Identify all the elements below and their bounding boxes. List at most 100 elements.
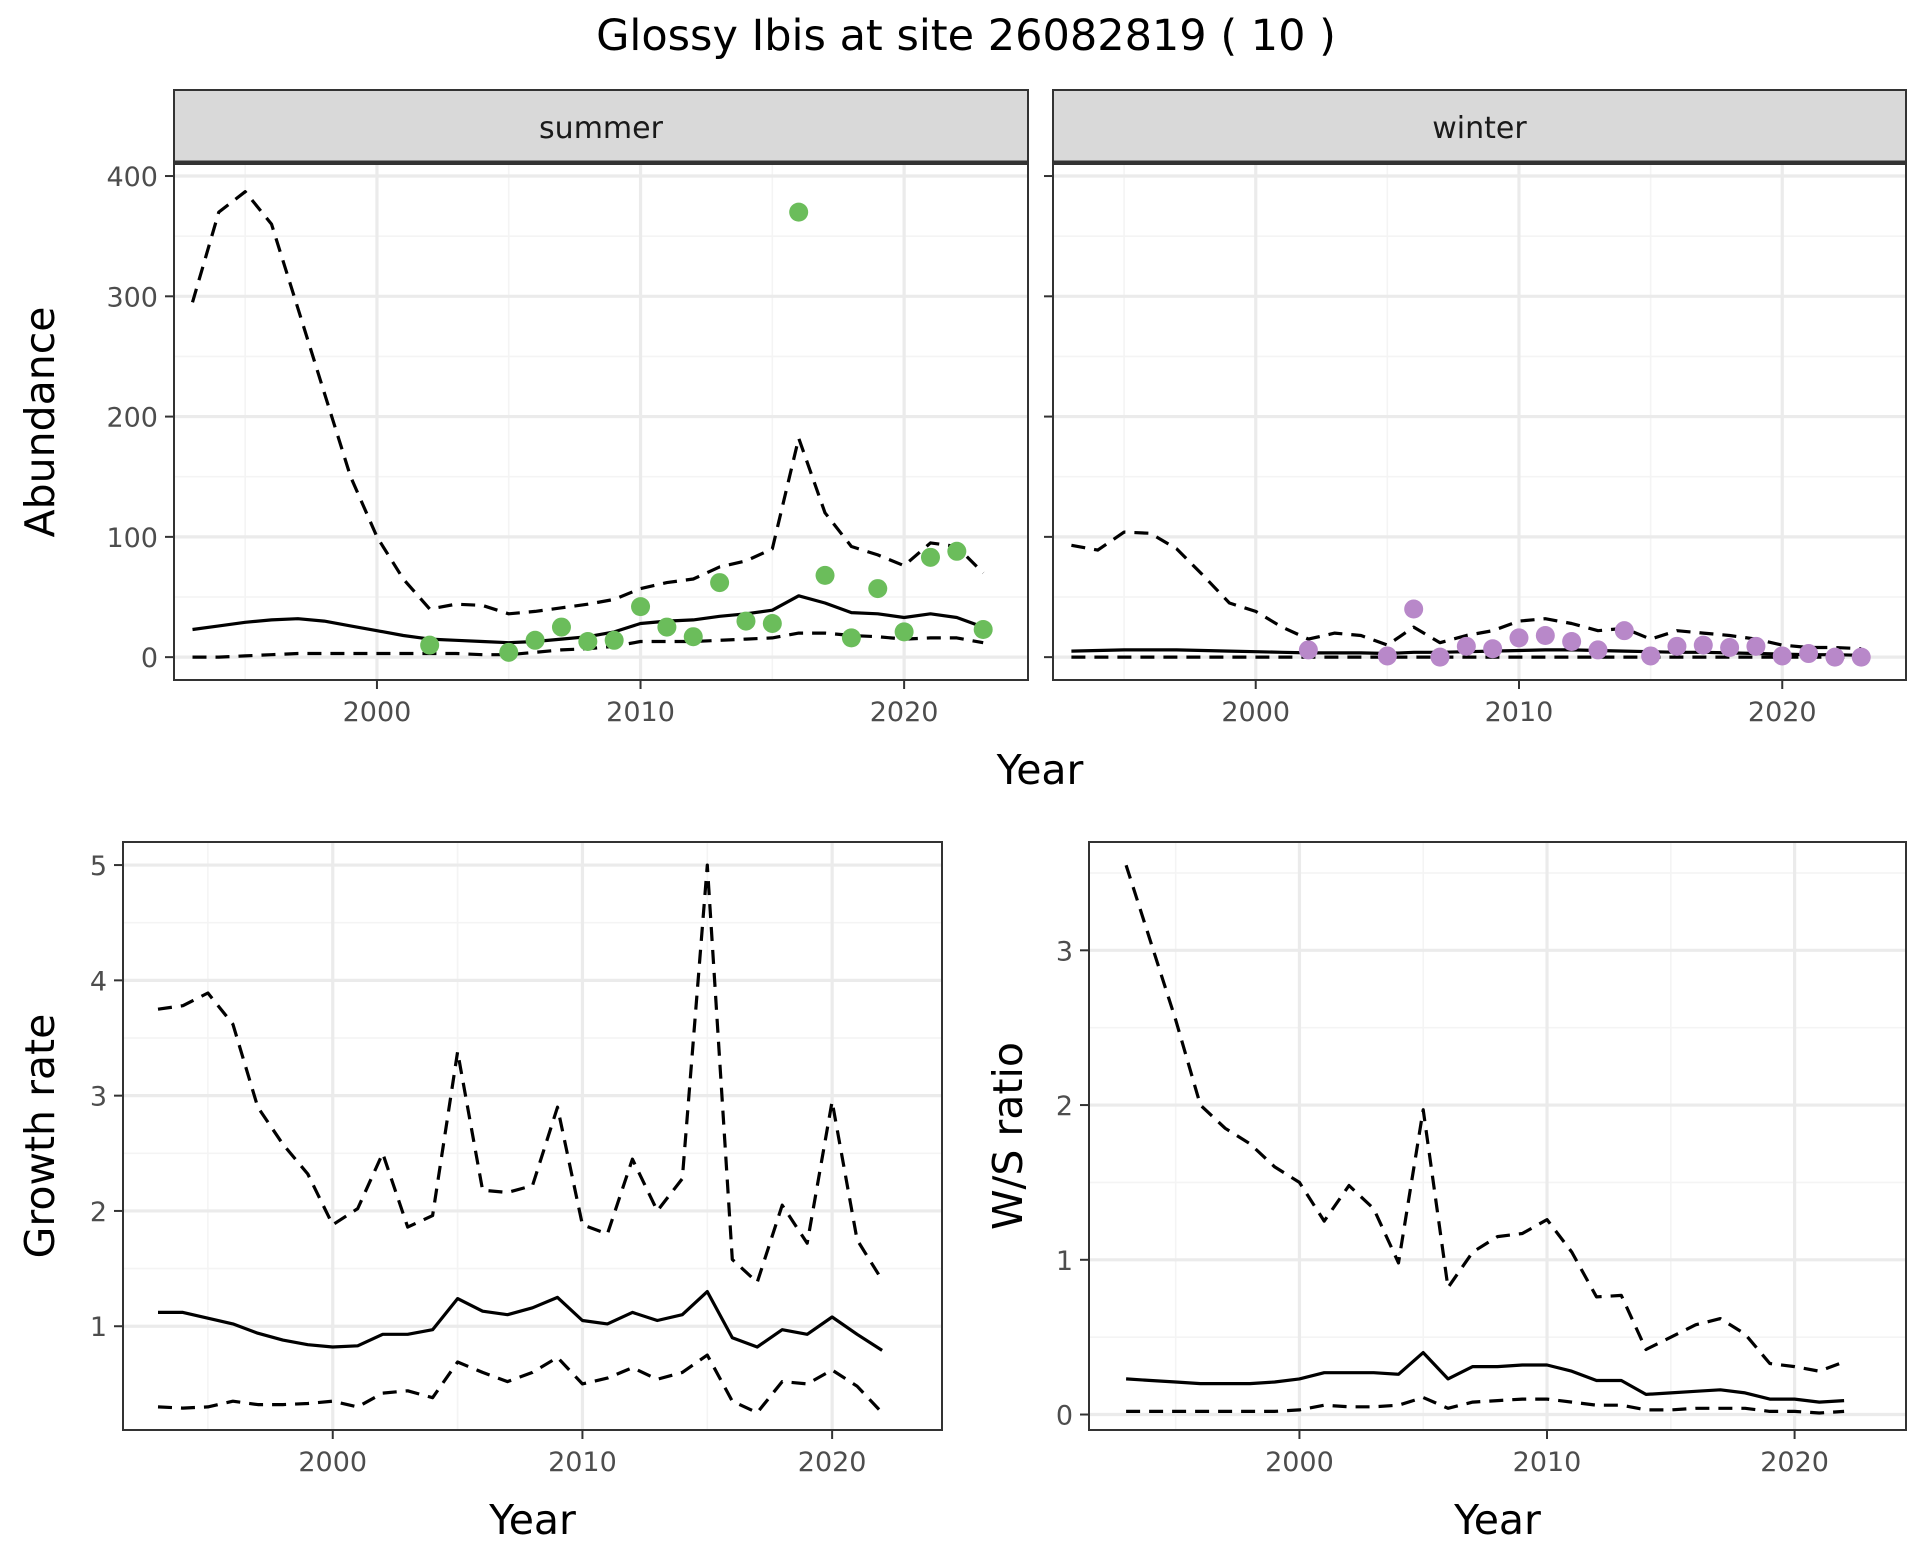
y-tick-label: 2 [90,1197,107,1228]
data-point [499,642,519,662]
series-line-mean [158,1289,883,1352]
data-point [1799,644,1819,664]
y-tick-label: 100 [106,523,158,554]
data-point [947,541,967,561]
top-x-axis-title: Year [996,746,1084,794]
y-tick-label: 2 [1056,1091,1073,1122]
data-point [551,617,571,637]
x-tick-label: 2000 [1265,1447,1334,1478]
data-point [683,627,703,647]
series-group-growth [157,863,884,1415]
data-point [1825,647,1845,667]
y-tick-label: 0 [141,643,158,674]
data-point [894,622,914,642]
panel-border-growth [122,841,943,1431]
data-point [1298,640,1318,660]
grid-ratio [1089,842,1906,1430]
y-tick-label: 400 [106,162,158,193]
data-point [1746,636,1766,656]
panel-border-summer [173,163,1029,681]
x-tick-label: 2010 [606,697,675,728]
panel-border-ratio [1088,841,1907,1431]
data-point [1377,646,1397,666]
y-axis-title-growth: Growth rate [16,1014,64,1259]
series-line-mean [1125,1350,1845,1404]
y-axis-title-summer: Abundance [16,307,64,538]
y-tick-label: 4 [90,966,107,997]
y-tick-label: 0 [1056,1401,1073,1432]
data-point [736,611,756,631]
x-tick-label: 2000 [1221,697,1290,728]
x-tick-label: 2000 [343,697,412,728]
data-point [525,630,545,650]
data-point [1456,636,1476,656]
panel-growth-rate: 2000 2010 2020 1 2 3 4 5 Growth rate Year [16,841,943,1544]
strip-label-summer: summer [539,111,664,146]
series-group-winter [1071,530,1871,667]
panel-border-winter [1052,163,1907,681]
series-line-upper [1124,864,1845,1373]
series-line-lower [157,1353,884,1415]
y-tick-label: 5 [90,851,107,882]
chart-title: Glossy Ibis at site 26082819 ( 10 ) [596,11,1336,61]
data-point [1562,632,1582,652]
data-point [762,613,782,633]
data-point [1667,636,1687,656]
x-tick-label: 2010 [548,1447,617,1478]
data-point [815,565,835,585]
data-point [973,619,993,639]
series-group-ratio [1124,864,1845,1415]
data-point [604,630,624,650]
data-point [710,573,730,593]
x-tick-label: 2020 [798,1447,867,1478]
data-point [420,635,440,655]
series-group-summer [190,190,993,662]
y-tick-label: 3 [1056,936,1073,967]
x-axis-title-ratio: Year [1453,1496,1541,1544]
x-tick-label: 2020 [1760,1447,1829,1478]
data-point [1693,635,1713,655]
data-point [1720,638,1740,658]
data-point [1430,647,1450,667]
x-tick-label: 2000 [298,1447,367,1478]
data-point [657,617,677,637]
series-line-upper [157,863,884,1285]
x-tick-label: 2020 [1748,697,1817,728]
strip-background-summer [173,89,1029,163]
grid-summer [174,164,1028,680]
y-tick-label: 1 [90,1312,107,1343]
strip-label-winter: winter [1432,111,1527,146]
y-axis-title-ratio: W/S ratio [984,1042,1032,1230]
y-tick-label: 1 [1056,1246,1073,1277]
panel-winter-abundance: winter 2000 2010 2020 [1044,89,1907,728]
grid-growth [123,842,942,1430]
data-point [1614,621,1634,641]
y-tick-label: 3 [90,1082,107,1113]
x-tick-label: 2020 [870,697,939,728]
series-line-upper [190,190,985,616]
panel-summer-abundance: summer 2000 2010 2020 0 100 200 300 400 Abundance [16,89,1029,728]
series-line-lower [1126,1395,1845,1415]
data-point [1404,599,1424,619]
data-point [1535,625,1555,645]
strip-background-winter [1052,89,1907,163]
data-point [1851,647,1871,667]
data-point [868,579,888,599]
x-axis-title-growth: Year [488,1496,576,1544]
data-point [578,632,598,652]
x-tick-label: 2010 [1485,697,1554,728]
data-point [1588,640,1608,660]
data-point [1509,628,1529,648]
data-point [1641,646,1661,666]
data-point [1483,639,1503,659]
data-point [1772,646,1792,666]
data-point [920,547,940,567]
y-tick-label: 200 [106,403,158,434]
panel-ws-ratio: 2000 2010 2020 0 1 2 3 W/S ratio Year [984,841,1907,1544]
data-point [631,597,651,617]
data-point [789,202,809,222]
y-tick-label: 300 [106,282,158,313]
x-tick-label: 2010 [1513,1447,1582,1478]
